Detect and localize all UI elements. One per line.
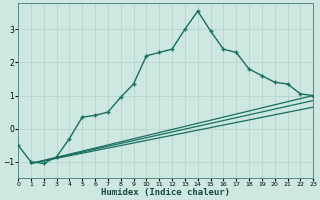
X-axis label: Humidex (Indice chaleur): Humidex (Indice chaleur) [101,188,230,197]
